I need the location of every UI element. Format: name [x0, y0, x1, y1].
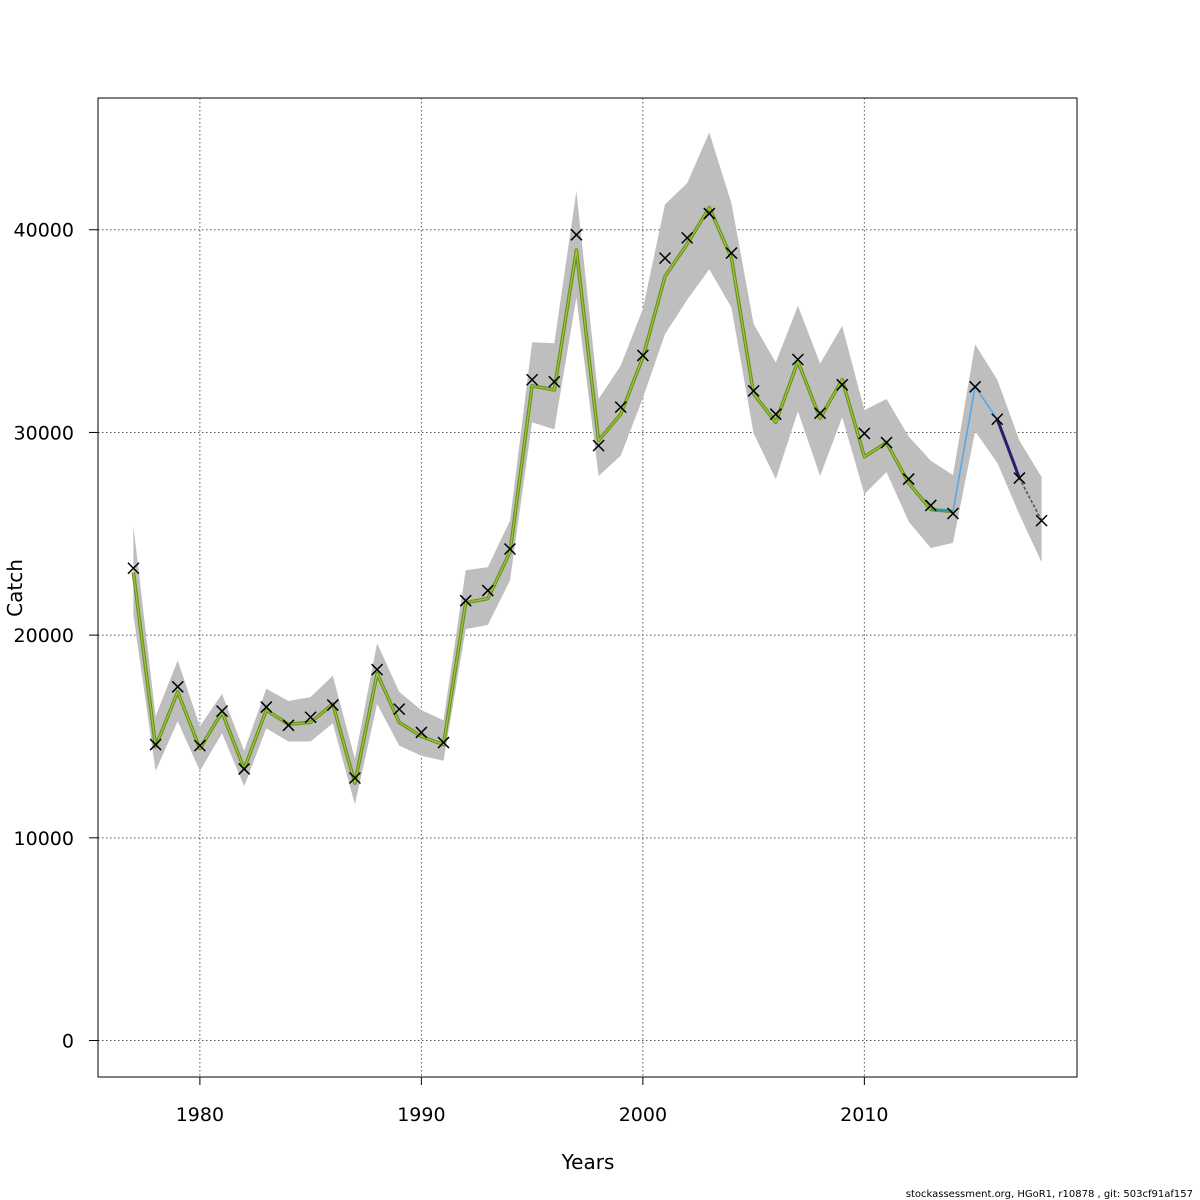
observation-point-1985: [304, 711, 317, 724]
observation-point-1979: [171, 680, 184, 693]
observation-point-1983: [260, 701, 273, 714]
observation-point-1980: [193, 739, 206, 752]
observation-point-1997: [570, 228, 583, 241]
observation-point-1999: [614, 401, 627, 414]
observation-points-layer: [127, 207, 1048, 785]
observation-point-1994: [503, 542, 517, 556]
observation-point-2018: [1035, 514, 1048, 527]
x-tick-label-1980: 1980: [176, 1104, 224, 1126]
observation-point-1993: [481, 584, 494, 597]
observation-point-1989: [393, 703, 406, 716]
observation-point-2017: [1013, 472, 1026, 485]
tail-segment-4: [1018, 477, 1043, 521]
x-axis-ticks: 1980 1990 2000 2010: [176, 1077, 889, 1126]
confidence-band-layer: [133, 132, 1042, 805]
x-axis-title: Years: [561, 1150, 615, 1174]
tail-segment-3: [995, 418, 1021, 479]
observation-point-1995: [526, 373, 539, 386]
observation-point-1984: [282, 719, 295, 732]
observation-point-1990: [415, 726, 428, 739]
observation-point-2007: [791, 353, 804, 366]
plot-frame: [97, 97, 1078, 1078]
observation-point-1982: [238, 762, 251, 775]
observation-point-2009: [836, 378, 849, 391]
y-axis-ticks: 0 10000 20000 30000 40000: [14, 220, 98, 1053]
x-tick-label-2000: 2000: [619, 1104, 667, 1126]
x-tick-label-1990: 1990: [397, 1104, 445, 1126]
observation-point-2010: [858, 427, 871, 440]
observation-point-1991: [437, 736, 450, 749]
y-axis-title: Catch: [3, 559, 27, 617]
observation-point-2013: [924, 499, 937, 512]
footer-credit: stockassessment.org, HGoR1, r10878 , git…: [906, 1189, 1193, 1200]
observation-point-2005: [747, 384, 760, 397]
observation-point-2016: [991, 413, 1004, 426]
y-tick-label-30000: 30000: [14, 422, 74, 444]
observation-point-2012: [902, 473, 915, 486]
observation-point-2008: [814, 407, 827, 420]
grid-lines: [98, 98, 1077, 1077]
observation-point-1992: [459, 594, 472, 607]
observation-point-2015: [969, 380, 982, 393]
y-tick-label-0: 0: [62, 1031, 74, 1053]
observation-point-2014: [946, 507, 959, 520]
observation-point-2000: [636, 349, 649, 362]
observation-point-1978: [149, 738, 162, 751]
observation-point-2003: [703, 207, 716, 220]
y-tick-label-20000: 20000: [14, 625, 74, 647]
x-tick-label-2010: 2010: [840, 1104, 888, 1126]
y-tick-label-40000: 40000: [14, 220, 74, 242]
observation-point-1996: [548, 375, 561, 388]
observation-point-2002: [681, 231, 694, 244]
observation-point-1988: [371, 663, 384, 676]
observation-point-1981: [216, 705, 229, 718]
observation-point-2011: [880, 436, 893, 449]
observation-point-1977: [127, 562, 140, 575]
confidence-band: [133, 132, 1042, 805]
y-tick-label-10000: 10000: [14, 828, 74, 850]
observation-point-1986: [326, 699, 339, 712]
observation-point-2006: [769, 408, 782, 421]
observation-point-1998: [592, 439, 605, 452]
observation-point-1987: [348, 771, 361, 785]
observation-point-2001: [658, 252, 672, 265]
observation-point-2004: [725, 247, 738, 260]
